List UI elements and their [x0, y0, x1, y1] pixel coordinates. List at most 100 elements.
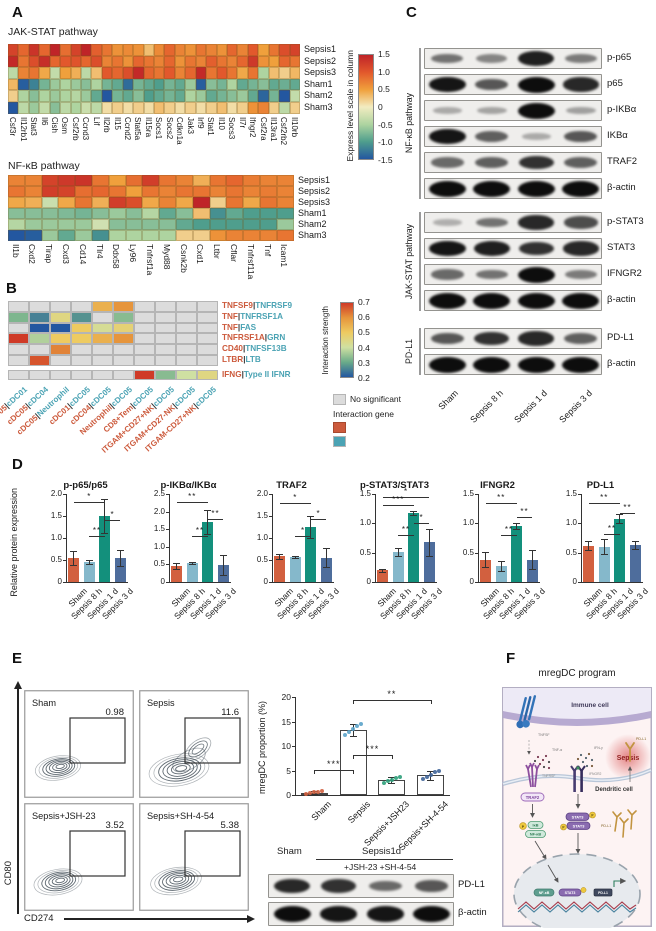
- error-cap: [513, 528, 521, 530]
- heatmap-cell: [50, 344, 71, 355]
- y-tick: [63, 516, 66, 517]
- sig-line: [207, 519, 224, 521]
- gene-label: Cflar: [229, 244, 240, 262]
- heatmap-cell: [237, 67, 248, 79]
- sig-line: [382, 496, 430, 498]
- data-dot: [393, 776, 398, 781]
- heatmap-cell: [243, 219, 260, 230]
- protein-band: [431, 53, 464, 64]
- heatmap-cell: [143, 55, 154, 68]
- x-axis: [478, 582, 540, 583]
- y-tick-label: 15: [281, 716, 291, 727]
- heatmap-cell: [243, 186, 260, 197]
- heatmap-cell: [8, 197, 25, 208]
- colorbar: [340, 302, 354, 378]
- heatmap-cell: [134, 369, 155, 381]
- heatmap-cell: [8, 186, 25, 197]
- heatmap-cell: [279, 78, 290, 91]
- gene-label: Cxd2: [27, 244, 38, 264]
- sig-drop: [353, 770, 355, 774]
- sig-line: [604, 533, 620, 535]
- heatmap-cell: [29, 322, 50, 334]
- heatmap-cell: [260, 230, 277, 241]
- phospho-icon: [519, 822, 527, 830]
- data-dot: [347, 729, 352, 734]
- blot-lane-label: Sham: [436, 388, 461, 412]
- data-dot: [343, 733, 348, 738]
- heatmap-cell: [154, 102, 165, 114]
- heatmap-cell: [39, 55, 50, 68]
- error-bar: [428, 528, 430, 556]
- error-cap: [116, 565, 124, 567]
- x-axis: [169, 582, 231, 583]
- sig-stars: *: [403, 486, 409, 496]
- heatmap-cell: [154, 90, 165, 102]
- stat3-node-2: [566, 821, 591, 830]
- blot-group-sham: Sham: [277, 846, 302, 857]
- heatmap-cell: [185, 55, 196, 68]
- y-tick: [269, 582, 272, 583]
- interaction-gene-label: Interaction gene: [333, 409, 394, 419]
- sepsis-label: Sepsis: [617, 755, 640, 762]
- blot-protein-label: TRAF2: [607, 156, 638, 167]
- blot-strip: [424, 264, 602, 285]
- sig-line: [192, 536, 208, 538]
- heatmap-cell: [81, 44, 92, 56]
- y-tick-label: 0: [366, 577, 371, 586]
- heatmap-cell: [28, 55, 40, 68]
- heatmap-cell: [197, 344, 218, 355]
- heatmap-cell: [122, 55, 134, 68]
- blot-protein-label: p-STAT3: [607, 216, 644, 227]
- protein-band: [428, 356, 466, 373]
- heatmap-cell: [91, 67, 102, 79]
- flow-plot: Sepsis 11.6: [139, 690, 249, 798]
- heatmap-cell: [276, 219, 294, 230]
- gene-label: Tirap: [44, 244, 55, 264]
- protein-band: [562, 241, 599, 256]
- gene-label: Irf9: [195, 117, 205, 129]
- y-tick-label: 1.0: [359, 518, 371, 528]
- blot-protein-label: β-actin: [607, 294, 636, 305]
- protein-band: [432, 107, 462, 114]
- ifngr2-receptor-icon: [570, 765, 586, 792]
- heatmap-cell: [18, 78, 29, 91]
- heatmap-cell: [70, 102, 81, 114]
- gene-label: Csf2rb: [70, 117, 80, 141]
- error-cap: [310, 794, 318, 796]
- sig-line: [89, 535, 105, 537]
- heatmap-cell: [108, 197, 126, 208]
- protein-band: [473, 241, 510, 256]
- bar: [392, 552, 404, 582]
- heatmap-cell: [206, 78, 217, 91]
- error-bar: [531, 550, 533, 570]
- panel-d-ylabel: Relative protein expression: [9, 487, 19, 597]
- interaction-row-label: TNFSF9|TNFRSF9: [222, 301, 293, 310]
- heatmap-cell: [260, 175, 277, 186]
- nfkb-label: NF-κB: [530, 833, 541, 837]
- heatmap-cell: [28, 78, 40, 91]
- heatmap-cell: [216, 90, 228, 102]
- interaction-row-label: IFNG|Type II IFNR: [222, 369, 291, 379]
- interaction-row-label: TNF|TNFRSF1A: [222, 311, 283, 321]
- gene-label: Csf3r: [8, 117, 18, 137]
- heatmap-cell: [39, 102, 50, 114]
- heatmap-cell: [71, 311, 92, 323]
- error-cap: [616, 523, 624, 525]
- sig-stars: **: [520, 507, 529, 517]
- heatmap-row-label: Sham3: [304, 102, 333, 112]
- blot-group-label: NF-κB pathway: [403, 93, 414, 154]
- error-cap: [528, 569, 536, 571]
- heatmap-cell: [279, 67, 290, 79]
- heatmap-cell: [112, 67, 123, 79]
- y-axis: [478, 494, 479, 583]
- heatmap-cell: [260, 197, 277, 208]
- x-axis: [66, 582, 128, 583]
- error-cap: [410, 514, 418, 516]
- y-axis: [66, 494, 67, 583]
- heatmap-cell: [41, 175, 59, 186]
- heatmap-cell: [92, 230, 109, 241]
- heatmap-cell: [8, 55, 19, 68]
- heatmap-cell: [24, 186, 42, 197]
- error-cap: [388, 783, 396, 785]
- heatmap-cell: [143, 102, 154, 114]
